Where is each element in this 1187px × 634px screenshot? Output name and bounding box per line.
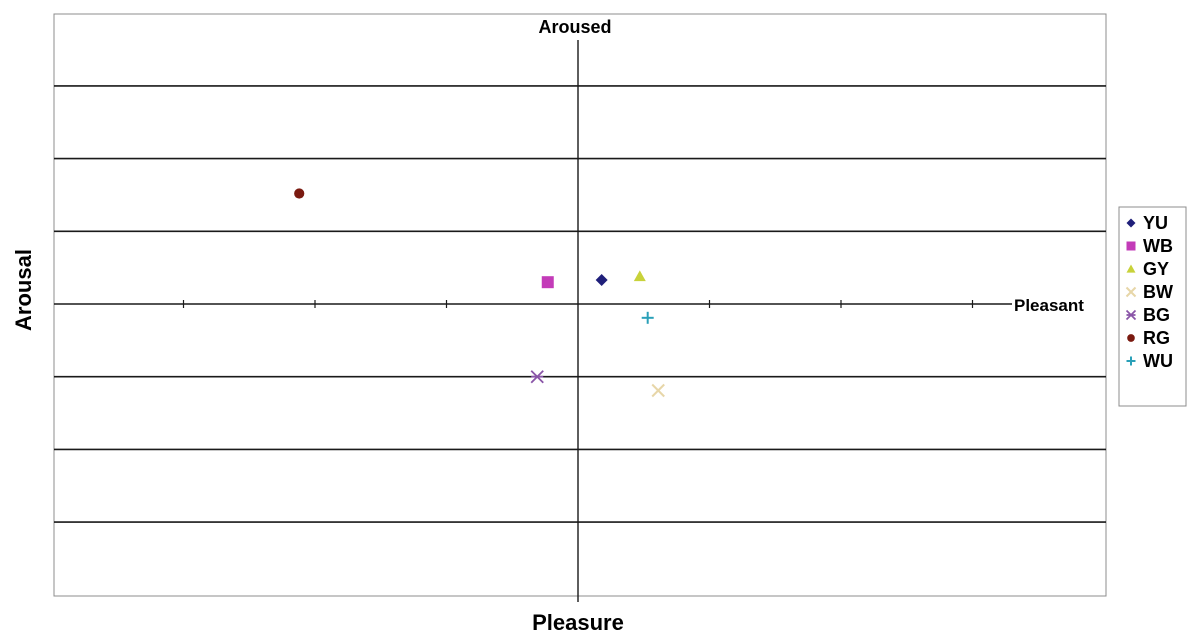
y-axis-title: Arousal — [11, 249, 36, 331]
x-axis-end-label: Pleasant — [1014, 296, 1084, 315]
legend-label-bg: BG — [1143, 305, 1170, 325]
legend-marker-wb — [1127, 242, 1136, 251]
legend-label-wu: WU — [1143, 351, 1173, 371]
legend-label-wb: WB — [1143, 236, 1173, 256]
legend-label-yu: YU — [1143, 213, 1168, 233]
legend-label-bw: BW — [1143, 282, 1173, 302]
data-point-wb — [542, 276, 554, 288]
y-axis-end-label: Aroused — [538, 17, 611, 37]
legend-marker-rg — [1127, 334, 1135, 342]
data-point-rg — [294, 188, 304, 198]
x-axis-title: Pleasure — [532, 610, 624, 634]
plot-area — [54, 14, 1106, 596]
legend-label-gy: GY — [1143, 259, 1169, 279]
legend-label-rg: RG — [1143, 328, 1170, 348]
